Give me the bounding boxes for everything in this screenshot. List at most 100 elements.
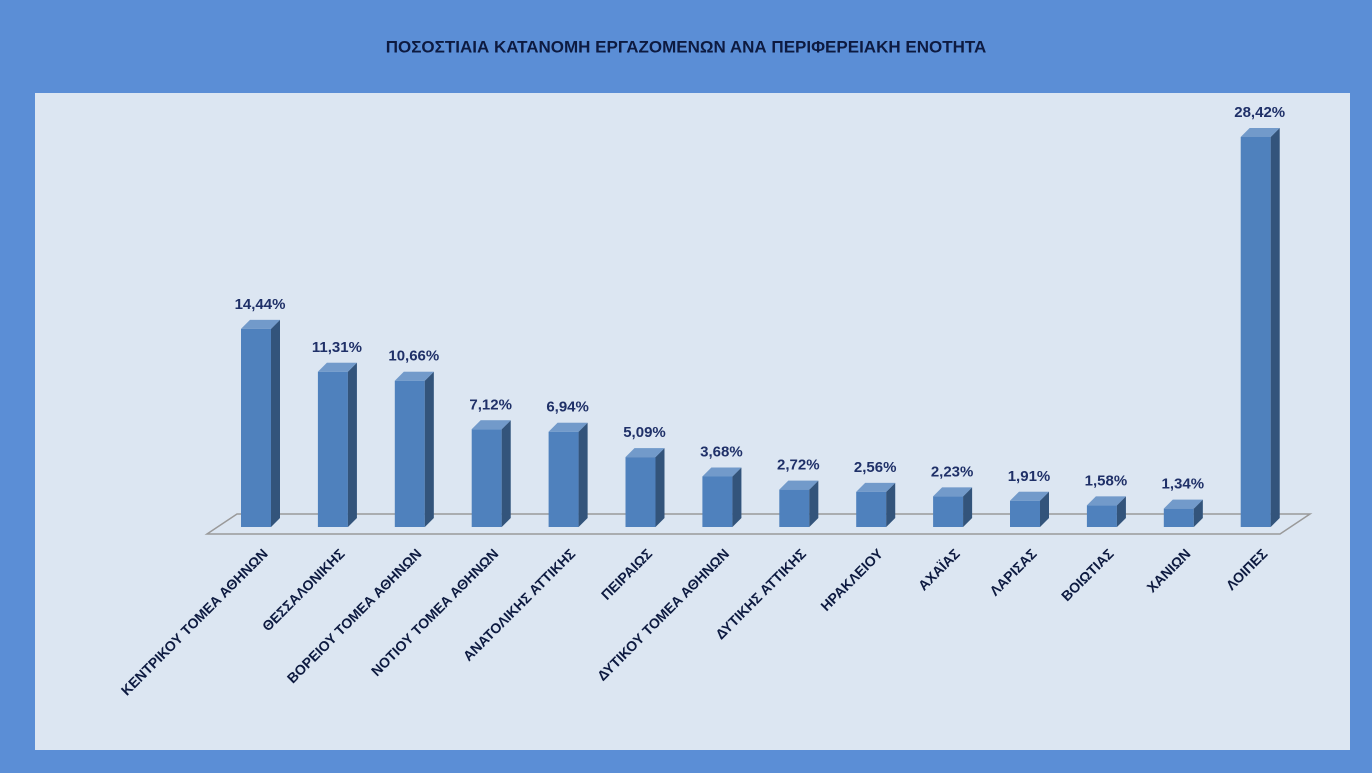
bar	[241, 319, 280, 527]
bar-shade	[1086, 496, 1126, 506]
bar	[394, 371, 434, 527]
bar-face	[1193, 499, 1203, 527]
bar-shade	[1116, 496, 1126, 527]
data-label: 2,23%	[931, 463, 974, 480]
floor	[204, 513, 1313, 535]
data-label: 5,09%	[623, 424, 666, 441]
bar-face	[856, 482, 896, 492]
bar	[1163, 499, 1203, 527]
bar-face	[548, 422, 588, 432]
bar-face	[655, 448, 665, 527]
bar-shade	[1270, 128, 1280, 527]
bar-face	[1040, 491, 1049, 527]
bar-shade	[501, 420, 511, 527]
bar-shade	[241, 319, 280, 329]
bar-shade	[732, 467, 742, 527]
bar-face	[1240, 128, 1280, 137]
data-label: 2,56%	[854, 459, 897, 476]
bar-face	[1270, 128, 1280, 527]
data-label: 1,34%	[1162, 476, 1205, 493]
bar-face	[809, 480, 819, 527]
bar-face	[271, 319, 280, 527]
bar-face	[933, 487, 973, 497]
bar	[779, 480, 819, 527]
bar-face	[779, 480, 819, 490]
bar-face	[779, 489, 810, 527]
bar	[856, 482, 896, 527]
bar-face	[471, 429, 502, 527]
bar	[471, 420, 511, 527]
bar-face	[471, 420, 511, 430]
bar-face	[625, 448, 665, 458]
chart-title: ΠΟΣΟΣΤΙΑΙΑ ΚΑΤΑΝΟΜΗ ΕΡΓΑΖΟΜΕΝΩΝ ΑΝΑ ΠΕΡΙ…	[386, 37, 987, 56]
bar-face	[241, 328, 271, 527]
bar-face	[856, 491, 887, 527]
bar-face	[963, 487, 973, 527]
data-label: 10,66%	[388, 348, 439, 365]
bar-face	[702, 467, 742, 477]
bar-shade	[625, 448, 665, 458]
data-label: 6,94%	[546, 399, 589, 416]
bar-face	[1116, 496, 1126, 527]
bar-face	[1010, 491, 1049, 501]
bar-face	[394, 371, 434, 381]
bar-face	[625, 457, 656, 527]
bar-face	[1240, 137, 1271, 527]
bar-shade	[317, 362, 357, 372]
data-label: 1,58%	[1085, 472, 1128, 489]
bar-shade	[548, 422, 588, 432]
bar	[1240, 128, 1280, 527]
bar-face	[317, 371, 348, 527]
bar-face	[1163, 508, 1194, 527]
data-label: 7,12%	[469, 396, 512, 413]
bar	[933, 487, 973, 527]
bar-shade	[424, 371, 434, 527]
data-label: 11,31%	[312, 339, 362, 356]
data-label: 14,44%	[235, 296, 286, 313]
bar-face	[241, 319, 280, 329]
bar-face	[548, 431, 579, 527]
bar-face	[317, 362, 357, 372]
data-label: 28,42%	[1234, 104, 1285, 121]
bar-face	[394, 380, 425, 527]
bar-shade	[1040, 491, 1049, 527]
bar-shade	[471, 420, 511, 430]
bar-shade	[963, 487, 973, 527]
bar-shade	[1010, 491, 1049, 501]
bar	[625, 448, 665, 527]
bar-shade	[779, 480, 819, 490]
bar-face	[1086, 505, 1117, 527]
bar-face	[347, 362, 357, 527]
bar-shade	[347, 362, 357, 527]
bar-shade	[933, 487, 973, 497]
bar-face	[1086, 496, 1126, 506]
data-label: 1,91%	[1008, 468, 1051, 485]
bar-face	[1163, 499, 1203, 509]
bar-shade	[1163, 499, 1203, 509]
bar	[317, 362, 357, 527]
data-label: 2,72%	[777, 457, 820, 474]
bar-face	[886, 482, 896, 527]
bar	[1010, 491, 1049, 527]
bar-shade	[1193, 499, 1203, 527]
bar-shade	[856, 482, 896, 492]
bar-face	[702, 476, 733, 527]
bar-shade	[271, 319, 280, 527]
bar-shade	[578, 422, 588, 527]
bar-face	[933, 496, 964, 527]
bar-face	[1010, 500, 1040, 527]
bar-face	[501, 420, 511, 527]
bar-face	[424, 371, 434, 527]
data-label: 3,68%	[700, 443, 743, 460]
bar-shade	[886, 482, 896, 527]
bar-face	[578, 422, 588, 527]
bar-shade	[702, 467, 742, 477]
bar-shade	[1240, 128, 1280, 137]
bar	[702, 467, 742, 527]
bar-shade	[394, 371, 434, 381]
bar-face	[732, 467, 742, 527]
bar	[1086, 496, 1126, 527]
bar	[548, 422, 588, 527]
plot-area	[35, 93, 1350, 750]
